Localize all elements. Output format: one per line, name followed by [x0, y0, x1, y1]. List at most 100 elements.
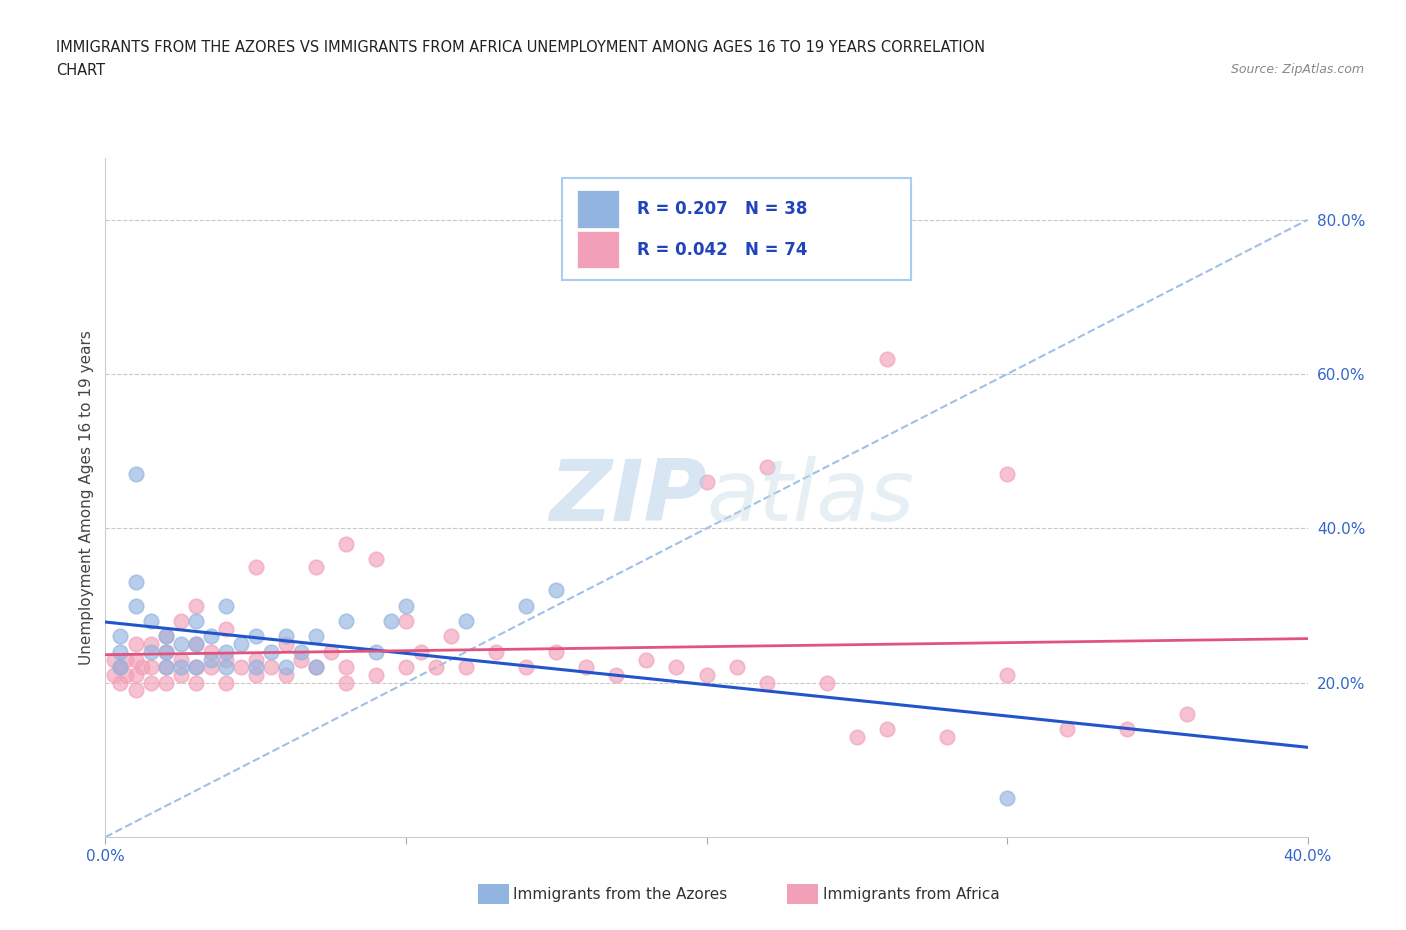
- Point: [575, 660, 598, 675]
- Point: [184, 637, 207, 652]
- Point: [229, 660, 252, 675]
- Point: [184, 660, 207, 675]
- Point: [169, 637, 191, 652]
- Point: [305, 660, 328, 675]
- Point: [515, 660, 537, 675]
- Point: [665, 660, 688, 675]
- Point: [485, 644, 508, 659]
- Point: [755, 459, 778, 474]
- Point: [169, 614, 191, 629]
- Point: [1116, 722, 1139, 737]
- Point: [546, 583, 568, 598]
- Point: [755, 675, 778, 690]
- Point: [636, 652, 658, 667]
- Point: [274, 668, 297, 683]
- Point: [364, 668, 387, 683]
- Point: [169, 660, 191, 675]
- Point: [995, 467, 1018, 482]
- Bar: [576, 191, 619, 228]
- Point: [696, 474, 718, 489]
- Text: R = 0.207   N = 38: R = 0.207 N = 38: [637, 200, 807, 218]
- Point: [200, 629, 222, 644]
- Point: [364, 551, 387, 566]
- Point: [876, 352, 898, 366]
- Point: [124, 668, 146, 683]
- Point: [274, 660, 297, 675]
- Point: [184, 660, 207, 675]
- Point: [103, 652, 125, 667]
- Point: [103, 668, 125, 683]
- Point: [184, 637, 207, 652]
- Point: [305, 560, 328, 575]
- Point: [110, 660, 132, 675]
- Point: [214, 598, 236, 613]
- Point: [815, 675, 838, 690]
- Point: [696, 668, 718, 683]
- Text: atlas: atlas: [707, 456, 914, 539]
- Point: [155, 644, 177, 659]
- Point: [245, 660, 267, 675]
- Point: [425, 660, 447, 675]
- Point: [124, 598, 146, 613]
- Point: [260, 660, 283, 675]
- Point: [546, 644, 568, 659]
- Point: [200, 660, 222, 675]
- Point: [115, 652, 138, 667]
- Point: [200, 644, 222, 659]
- Point: [605, 668, 627, 683]
- Point: [936, 729, 959, 744]
- Point: [155, 675, 177, 690]
- Point: [214, 660, 236, 675]
- Point: [290, 644, 312, 659]
- Point: [305, 660, 328, 675]
- Point: [995, 791, 1018, 806]
- Point: [169, 668, 191, 683]
- Point: [214, 621, 236, 636]
- Point: [124, 683, 146, 698]
- Point: [725, 660, 748, 675]
- Point: [395, 598, 418, 613]
- Point: [184, 614, 207, 629]
- Point: [245, 629, 267, 644]
- Point: [110, 644, 132, 659]
- Point: [995, 668, 1018, 683]
- FancyBboxPatch shape: [562, 179, 911, 280]
- Point: [124, 575, 146, 590]
- Point: [260, 644, 283, 659]
- Point: [214, 675, 236, 690]
- Point: [380, 614, 402, 629]
- Point: [124, 467, 146, 482]
- Point: [200, 652, 222, 667]
- Point: [155, 629, 177, 644]
- Point: [139, 614, 162, 629]
- Point: [139, 637, 162, 652]
- Point: [169, 652, 191, 667]
- Point: [110, 675, 132, 690]
- Point: [139, 660, 162, 675]
- Point: [155, 644, 177, 659]
- Point: [335, 537, 357, 551]
- Point: [139, 644, 162, 659]
- Point: [515, 598, 537, 613]
- Point: [124, 637, 146, 652]
- Bar: [576, 231, 619, 269]
- Point: [440, 629, 463, 644]
- Point: [155, 660, 177, 675]
- Point: [395, 660, 418, 675]
- Y-axis label: Unemployment Among Ages 16 to 19 years: Unemployment Among Ages 16 to 19 years: [79, 330, 94, 665]
- Point: [454, 614, 477, 629]
- Point: [274, 637, 297, 652]
- Point: [184, 598, 207, 613]
- Point: [214, 644, 236, 659]
- Point: [1175, 706, 1198, 721]
- Point: [454, 660, 477, 675]
- Text: ZIP: ZIP: [548, 456, 707, 539]
- Point: [335, 675, 357, 690]
- Text: Immigrants from Africa: Immigrants from Africa: [823, 887, 1000, 902]
- Point: [184, 675, 207, 690]
- Point: [335, 660, 357, 675]
- Text: Immigrants from the Azores: Immigrants from the Azores: [513, 887, 727, 902]
- Point: [214, 652, 236, 667]
- Point: [124, 652, 146, 667]
- Point: [155, 660, 177, 675]
